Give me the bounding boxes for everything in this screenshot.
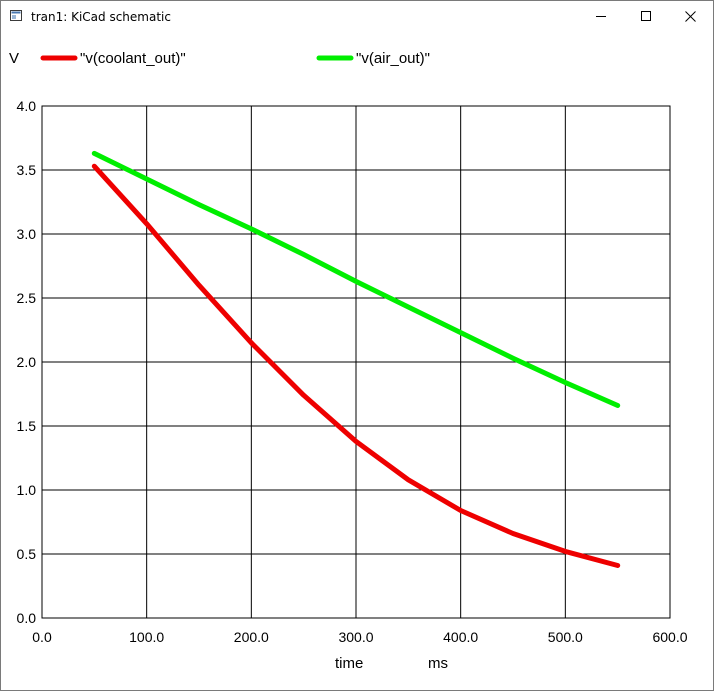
- title-bar[interactable]: tran1: KiCad schematic: [1, 1, 713, 32]
- y-tick-label: 0.0: [17, 610, 37, 626]
- x-tick-label: 200.0: [234, 629, 269, 645]
- y-tick-label: 3.5: [17, 162, 37, 178]
- series-lines: [91, 150, 621, 568]
- close-button[interactable]: [667, 1, 713, 32]
- app-icon: [10, 10, 22, 21]
- y-tick-label: 0.5: [17, 546, 37, 562]
- series-line-1: [91, 163, 621, 568]
- series-line-2: [91, 150, 621, 408]
- y-tick-labels: 0.0 0.5 1.0 1.5 2.0 2.5 3.0 3.5 4.0: [17, 98, 37, 626]
- x-tick-label: 600.0: [652, 629, 687, 645]
- maximize-button[interactable]: [623, 1, 669, 32]
- minimize-button[interactable]: [578, 1, 624, 32]
- x-axis-unit: ms: [428, 655, 448, 672]
- x-tick-label: 100.0: [129, 629, 164, 645]
- grid: [42, 106, 670, 618]
- plot-frame: [41, 105, 671, 619]
- y-tick-label: 2.5: [17, 290, 37, 306]
- y-tick-label: 3.0: [17, 226, 37, 242]
- x-tick-label: 300.0: [338, 629, 373, 645]
- y-axis-label: V: [9, 50, 19, 67]
- x-tick-labels: 0.0 100.0 200.0 300.0 400.0 500.0 600.0: [32, 629, 687, 645]
- x-axis-label: time: [335, 655, 363, 672]
- minimize-icon: [595, 16, 606, 17]
- y-tick-label: 2.0: [17, 354, 37, 370]
- legend-label: "v(coolant_out)": [80, 50, 186, 67]
- y-tick-label: 1.5: [17, 418, 37, 434]
- y-tick-label: 4.0: [17, 98, 37, 114]
- legend: "v(coolant_out)" "v(air_out)": [40, 50, 430, 67]
- x-tick-label: 400.0: [443, 629, 478, 645]
- window-title: tran1: KiCad schematic: [31, 10, 171, 24]
- x-tick-label: 0.0: [32, 629, 52, 645]
- legend-label: "v(air_out)": [356, 50, 430, 67]
- x-tick-label: 500.0: [548, 629, 583, 645]
- y-tick-label: 1.0: [17, 482, 37, 498]
- close-icon: [684, 11, 696, 22]
- maximize-icon: [640, 11, 651, 21]
